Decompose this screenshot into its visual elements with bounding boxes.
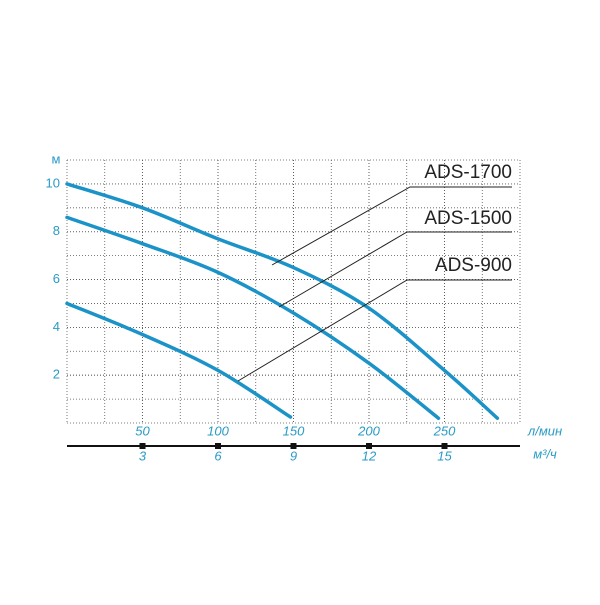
y-tick-label: 8 — [53, 223, 60, 238]
y-tick-label: 6 — [53, 271, 60, 286]
series-label: ADS-1700 — [424, 162, 512, 183]
x2-tick-label: 15 — [437, 448, 452, 463]
x2-tick-mark — [215, 443, 221, 449]
series-label: ADS-900 — [435, 255, 512, 276]
curve — [65, 215, 441, 420]
x2-axis-label: м³/ч — [533, 446, 557, 461]
x-tick-label: 200 — [357, 423, 380, 438]
x2-tick-mark — [139, 443, 146, 449]
x-tick-label: 100 — [207, 423, 229, 438]
x-tick-label: 250 — [433, 423, 456, 438]
y-axis-label: м — [52, 151, 61, 166]
y-tick-label: 10 — [46, 175, 60, 190]
curve — [65, 301, 293, 419]
x2-tick-mark — [290, 443, 297, 449]
x2-tick-mark — [441, 443, 448, 449]
leader-line — [278, 231, 512, 308]
x2-tick-label: 12 — [362, 448, 377, 463]
x-tick-label: 150 — [283, 423, 305, 438]
series-label: ADS-1500 — [424, 208, 512, 229]
curve — [65, 182, 500, 420]
x-axis-label: л/мин — [527, 423, 562, 438]
x2-tick-label: 9 — [290, 448, 297, 463]
x2-tick-label: 3 — [139, 448, 147, 463]
y-tick-label: 4 — [53, 319, 60, 334]
x-tick-label: 50 — [135, 423, 150, 438]
leader-line — [271, 186, 512, 266]
x2-tick-mark — [366, 443, 372, 449]
y-tick-label: 2 — [53, 367, 60, 382]
leader-line — [237, 279, 512, 382]
x2-tick-label: 6 — [214, 448, 222, 463]
